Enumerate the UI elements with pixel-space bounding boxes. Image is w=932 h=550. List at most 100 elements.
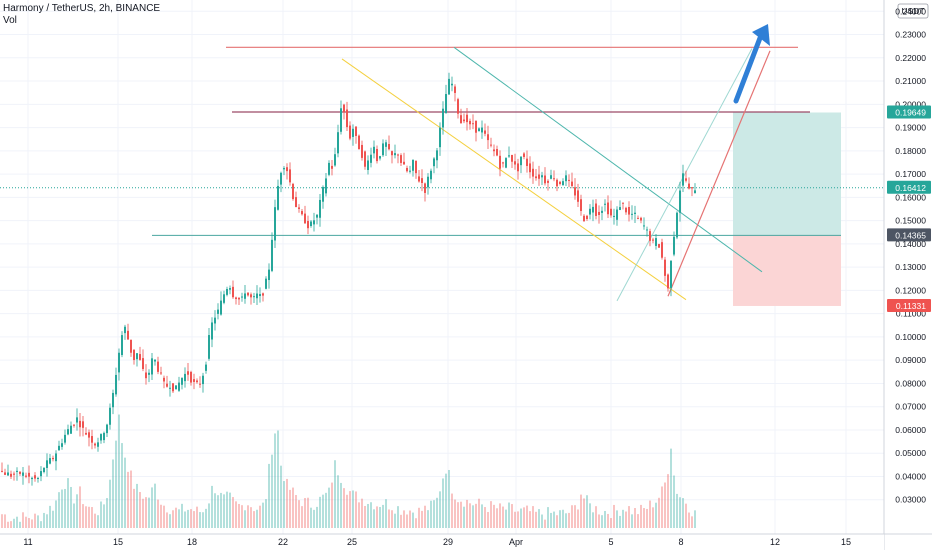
volume-bar: [190, 509, 192, 528]
candle-body: [646, 229, 648, 231]
candle-body: [58, 445, 60, 451]
volume-bar: [220, 492, 222, 528]
candle-body: [652, 239, 654, 241]
candle-body: [139, 354, 141, 360]
candle-body: [466, 114, 468, 123]
volume-bar: [295, 495, 297, 528]
price-tick-label: 0.19000: [895, 123, 926, 133]
volume-bar: [22, 512, 24, 528]
chart-title: Harmony / TetherUS, 2h, BINANCE: [3, 3, 161, 14]
volume-bar: [43, 512, 45, 528]
volume-bar: [37, 515, 39, 528]
volume-bar: [340, 482, 342, 528]
currency-box: [897, 3, 929, 19]
candle-body: [118, 352, 120, 373]
candle-body: [628, 206, 630, 215]
volume-bar: [253, 511, 255, 528]
candle-body: [184, 373, 186, 382]
time-tick-label: 15: [841, 537, 851, 547]
candle-body: [583, 215, 585, 222]
candle-body: [544, 175, 546, 184]
price-tick-label: 0.09000: [895, 355, 926, 365]
candle-body: [529, 163, 531, 173]
volume-bar: [211, 485, 213, 528]
volume-bar: [547, 507, 549, 528]
candle-body: [691, 187, 693, 189]
volume-bar: [406, 514, 408, 528]
volume-bar: [496, 508, 498, 528]
volume-bar: [394, 513, 396, 528]
candle-body: [688, 183, 690, 189]
candle-body: [694, 190, 696, 194]
candle-body: [568, 179, 570, 181]
candle-body: [250, 294, 252, 298]
volume-bar: [391, 510, 393, 528]
candle-body: [208, 335, 210, 359]
volume-bar: [508, 502, 510, 528]
volume-bar: [433, 500, 435, 528]
candle-body: [325, 178, 327, 194]
volume-bar: [79, 486, 81, 528]
candle-body: [151, 358, 153, 375]
volume-bar: [163, 505, 165, 528]
volume-bar: [49, 505, 51, 528]
volume-bar: [283, 481, 285, 528]
candle-body: [154, 359, 156, 362]
volume-bar: [352, 490, 354, 528]
candle-body: [310, 221, 312, 226]
volume-bar: [385, 499, 387, 528]
candle-body: [175, 385, 177, 390]
time-tick-label: 12: [770, 537, 780, 547]
volume-bar: [193, 511, 195, 528]
candle-body: [133, 349, 135, 361]
volume-bar: [46, 514, 48, 528]
volume-bar: [148, 497, 150, 528]
candle-body: [100, 434, 102, 441]
candle-body: [613, 215, 615, 217]
candle-body: [370, 154, 372, 163]
candle-body: [295, 197, 297, 208]
candle-body: [478, 128, 480, 132]
candle-body: [382, 143, 384, 156]
volume-bar: [40, 521, 42, 528]
candle-body: [313, 220, 315, 225]
volume-bar: [178, 509, 180, 528]
volume-bar: [514, 511, 516, 528]
volume-bar: [577, 509, 579, 528]
candle-body: [547, 180, 549, 183]
candle-body: [340, 108, 342, 132]
candle-body: [661, 242, 663, 258]
currency-label: USDT: [901, 6, 924, 16]
price-tick-label: 0.11000: [896, 309, 926, 319]
candle-body: [532, 168, 534, 177]
volume-bar: [424, 505, 426, 528]
candle-body: [622, 202, 624, 204]
volume-bar: [28, 518, 30, 528]
candle-body: [316, 214, 318, 218]
volume-bar: [217, 495, 219, 528]
price-badge-label: 0.16412: [895, 183, 926, 193]
candle-body: [508, 155, 510, 157]
candle-body: [517, 163, 519, 172]
price-tick-label: 0.08000: [895, 378, 926, 388]
teal-channel-line: [453, 46, 763, 273]
candle-body: [397, 154, 399, 156]
price-tick-label: 0.23000: [895, 30, 926, 40]
volume-bar: [58, 492, 60, 528]
candle-body: [94, 443, 96, 446]
volume-bar: [130, 470, 132, 528]
volume-bar: [292, 487, 294, 528]
candle-body: [4, 472, 6, 475]
candle-body: [148, 372, 150, 375]
volume-bar: [565, 513, 567, 528]
volume-bar: [265, 499, 267, 528]
volume-bar: [388, 509, 390, 528]
candle-body: [103, 432, 105, 441]
volume-bar: [679, 497, 681, 528]
volume-bar: [541, 514, 543, 528]
candle-body: [658, 244, 660, 248]
candle-body: [106, 424, 108, 434]
candle-body: [571, 181, 573, 186]
